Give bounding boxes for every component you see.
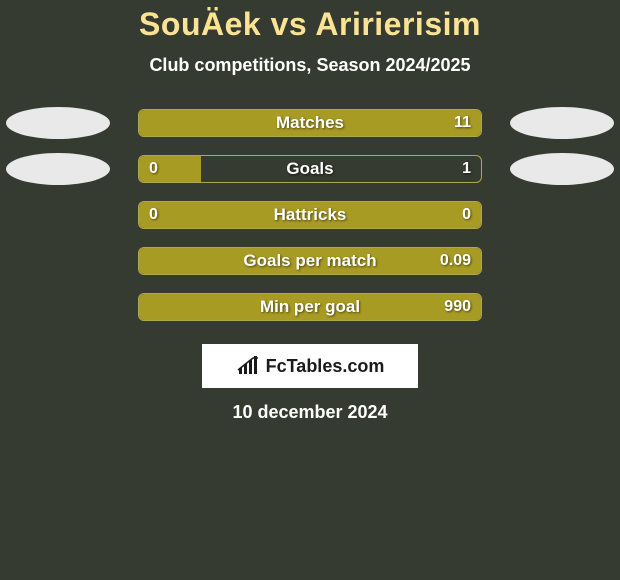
stat-row: 01Goals <box>0 146 620 192</box>
player-logo-left <box>6 107 110 139</box>
stat-label: Goals <box>139 156 481 182</box>
stat-bar: 01Goals <box>138 155 482 183</box>
stat-label: Min per goal <box>139 294 481 320</box>
player-logo-left <box>6 153 110 185</box>
brand-badge[interactable]: FcTables.com <box>202 344 418 388</box>
stat-row: 990Min per goal <box>0 284 620 330</box>
stat-label: Goals per match <box>139 248 481 274</box>
stat-bar: 00Hattricks <box>138 201 482 229</box>
stat-row: 00Hattricks <box>0 192 620 238</box>
stat-label: Matches <box>139 110 481 136</box>
stat-row: 11Matches <box>0 100 620 146</box>
stat-bar: 0.09Goals per match <box>138 247 482 275</box>
date-line: 10 december 2024 <box>0 402 620 423</box>
stat-bar: 11Matches <box>138 109 482 137</box>
chart-icon <box>236 356 260 376</box>
player-logo-right <box>510 107 614 139</box>
brand-text: FcTables.com <box>266 356 385 377</box>
stat-bar: 990Min per goal <box>138 293 482 321</box>
comparison-widget: SouÄek vs Aririerisim Club competitions,… <box>0 0 620 423</box>
player-logo-right <box>510 153 614 185</box>
stat-label: Hattricks <box>139 202 481 228</box>
stat-row: 0.09Goals per match <box>0 238 620 284</box>
stats-rows: 11Matches 01Goals 00Hattricks 0.09Goals per… <box>0 100 620 330</box>
page-subtitle: Club competitions, Season 2024/2025 <box>0 55 620 76</box>
page-title: SouÄek vs Aririerisim <box>0 6 620 43</box>
